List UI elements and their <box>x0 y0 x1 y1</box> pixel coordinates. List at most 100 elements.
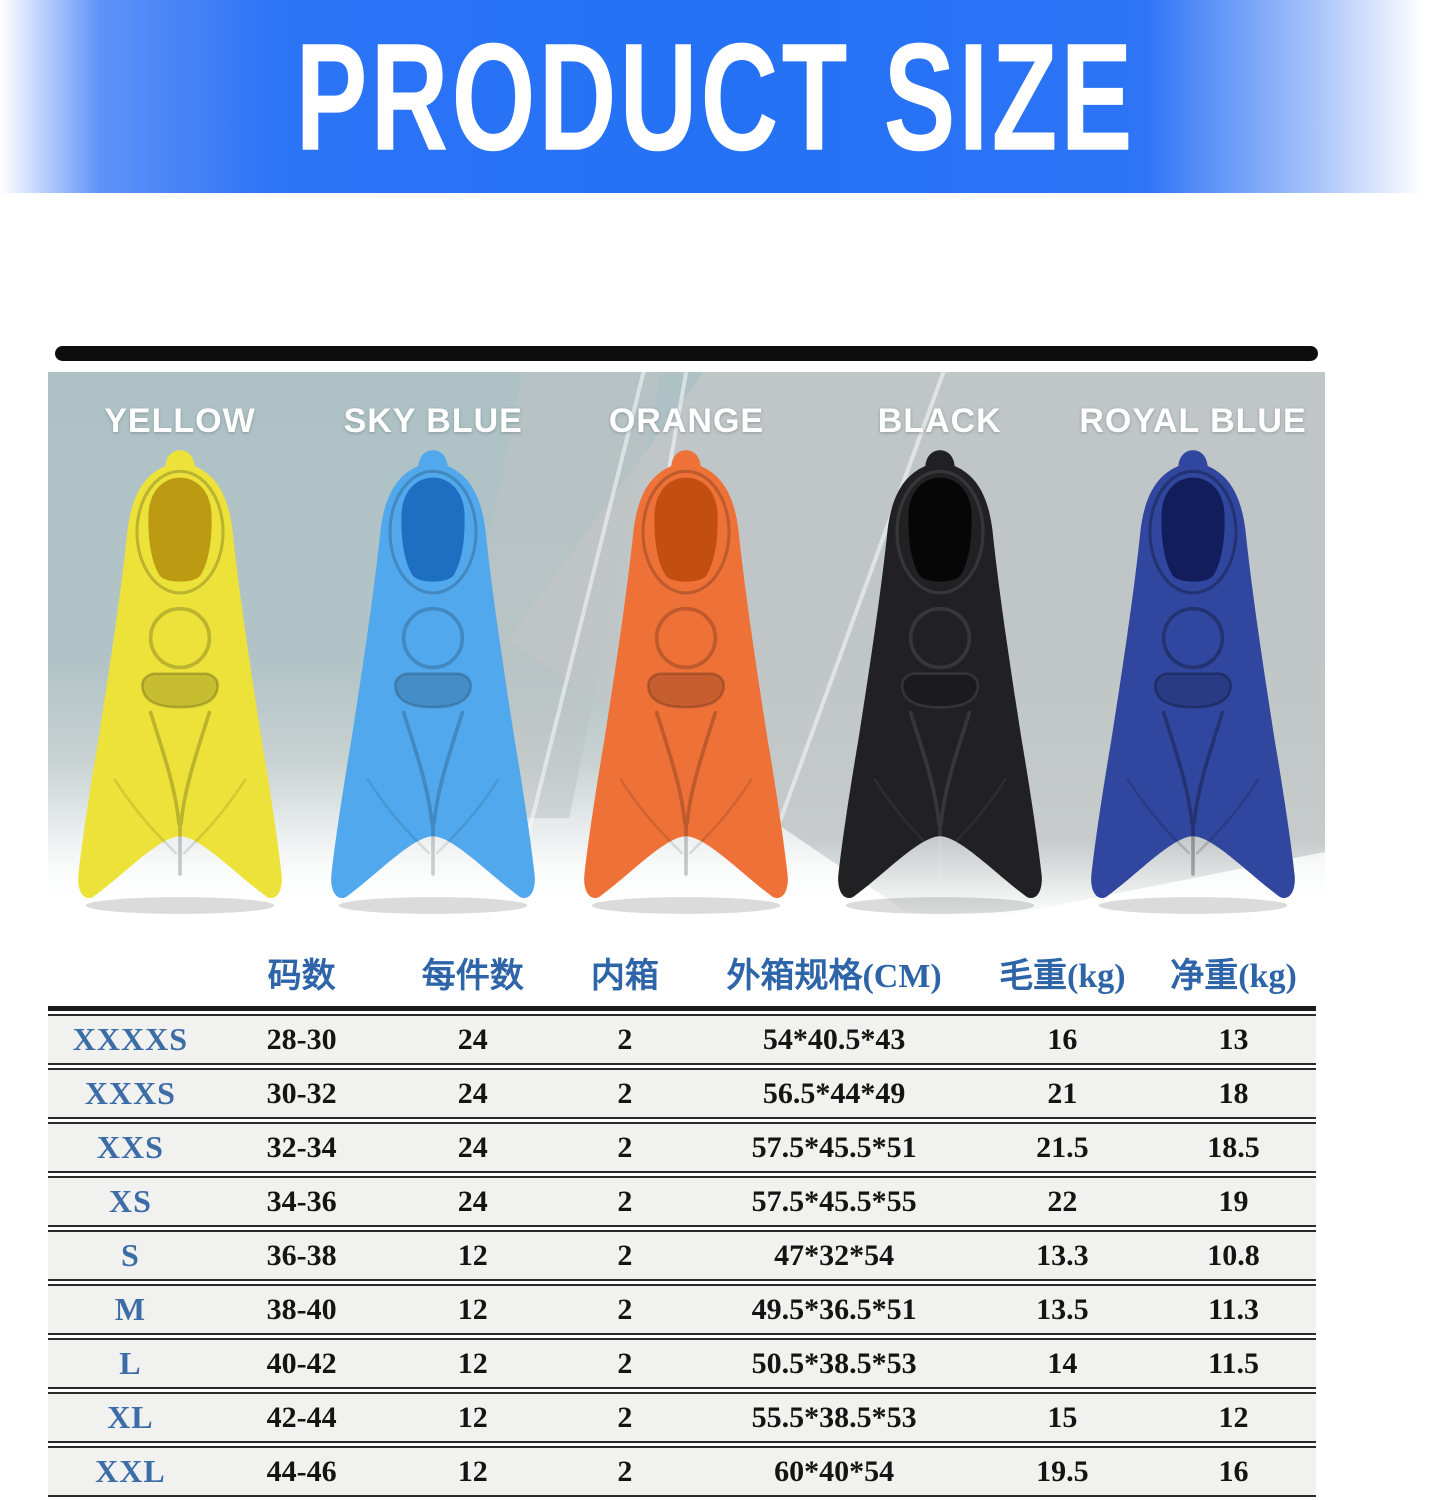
divider-bar <box>55 346 1318 361</box>
cell-outer-box-spec: 60*40*54 <box>774 1454 895 1488</box>
cell-pieces-per-item: 12 <box>457 1400 488 1434</box>
cell-outer-box-spec: 47*32*54 <box>774 1238 895 1272</box>
column-header-pcs: 每件数 <box>421 958 524 995</box>
cell-gross-weight: 16 <box>1047 1022 1078 1056</box>
cell-gross-weight: 14 <box>1047 1346 1078 1380</box>
table-row: XXXS 30-32 24 2 56.5*44*49 21 18 <box>48 1068 1316 1119</box>
cell-inner-box: 2 <box>617 1400 633 1434</box>
table-row: S 36-38 12 2 47*32*54 13.3 10.8 <box>48 1230 1316 1281</box>
cell-size-range: 36-38 <box>266 1238 337 1272</box>
swim-fin-illustration <box>331 450 536 914</box>
column-header-inner: 内箱 <box>590 958 659 995</box>
cell-outer-box-spec: 55.5*38.5*53 <box>751 1400 917 1434</box>
table-row: XXXXS 28-30 24 2 54*40.5*43 16 13 <box>48 1014 1316 1065</box>
cell-pieces-per-item: 12 <box>457 1238 488 1272</box>
product-photo: YELLOW SKY BLUE ORANGE <box>48 372 1325 930</box>
cell-size-range: 42-44 <box>266 1400 337 1434</box>
fin-color-label: ORANGE <box>608 402 765 440</box>
cell-pieces-per-item: 24 <box>457 1130 488 1164</box>
cell-gross-weight: 15 <box>1047 1400 1078 1434</box>
fin-variant: ORANGE <box>565 372 808 930</box>
size-label: XXL <box>95 1453 166 1489</box>
table-row: M 38-40 12 2 49.5*36.5*51 13.5 11.3 <box>48 1284 1316 1335</box>
cell-net-weight: 11.3 <box>1208 1292 1259 1326</box>
cell-inner-box: 2 <box>617 1130 633 1164</box>
cell-outer-box-spec: 49.5*36.5*51 <box>751 1292 917 1326</box>
cell-size-range: 34-36 <box>266 1184 337 1218</box>
size-table-body: XXXXS 28-30 24 2 54*40.5*43 16 13 XXXS 3… <box>48 1014 1316 1497</box>
cell-pieces-per-item: 12 <box>457 1454 488 1488</box>
fin-variant: SKY BLUE <box>312 372 555 930</box>
cell-size-range: 30-32 <box>266 1076 337 1110</box>
cell-size-range: 32-34 <box>266 1130 337 1164</box>
cell-gross-weight: 21.5 <box>1036 1130 1089 1164</box>
cell-inner-box: 2 <box>617 1076 633 1110</box>
fin-variant: ROYAL BLUE <box>1072 372 1315 930</box>
size-label: M <box>114 1291 147 1327</box>
fin-variant: YELLOW <box>59 372 302 930</box>
table-row: XXL 44-46 12 2 60*40*54 19.5 16 <box>48 1446 1316 1497</box>
column-header-outer: 外箱规格(CM) <box>726 958 942 995</box>
cell-net-weight: 16 <box>1218 1454 1249 1488</box>
cell-net-weight: 18 <box>1218 1076 1249 1110</box>
cell-outer-box-spec: 56.5*44*49 <box>762 1076 906 1110</box>
column-header-gross: 毛重(kg) <box>999 958 1126 995</box>
size-label: XXS <box>96 1129 164 1165</box>
swim-fin-illustration <box>837 450 1042 914</box>
size-table-header-row: 码数 每件数 内箱 外箱规格(CM) 毛重(kg) 净重(kg) <box>48 938 1316 1011</box>
cell-gross-weight: 13.5 <box>1036 1292 1089 1326</box>
table-row: L 40-42 12 2 50.5*38.5*53 14 11.5 <box>48 1338 1316 1389</box>
cell-net-weight: 13 <box>1218 1022 1249 1056</box>
cell-size-range: 44-46 <box>266 1454 337 1488</box>
table-row: XXS 32-34 24 2 57.5*45.5*51 21.5 18.5 <box>48 1122 1316 1173</box>
cell-pieces-per-item: 24 <box>457 1076 488 1110</box>
fin-color-label: YELLOW <box>104 402 256 440</box>
cell-inner-box: 2 <box>617 1292 633 1326</box>
cell-net-weight: 19 <box>1218 1184 1249 1218</box>
swim-fin-illustration <box>584 450 789 914</box>
cell-outer-box-spec: 50.5*38.5*53 <box>751 1346 917 1380</box>
cell-pieces-per-item: 12 <box>457 1346 488 1380</box>
size-label: L <box>119 1345 142 1381</box>
swim-fin-illustration <box>1091 450 1295 914</box>
cell-inner-box: 2 <box>617 1454 633 1488</box>
page-title: PRODUCT SIZE <box>295 10 1136 183</box>
cell-inner-box: 2 <box>617 1022 633 1056</box>
cell-inner-box: 2 <box>617 1184 633 1218</box>
fin-color-label: ROYAL BLUE <box>1079 402 1307 440</box>
column-header-range: 码数 <box>267 958 336 995</box>
cell-pieces-per-item: 12 <box>457 1292 488 1326</box>
cell-net-weight: 18.5 <box>1207 1130 1260 1164</box>
cell-size-range: 28-30 <box>266 1022 337 1056</box>
fin-color-label: SKY BLUE <box>343 402 523 440</box>
cell-outer-box-spec: 57.5*45.5*51 <box>751 1130 917 1164</box>
cell-net-weight: 11.5 <box>1208 1346 1259 1380</box>
size-label: XXXXS <box>72 1021 189 1057</box>
size-table: 码数 每件数 内箱 外箱规格(CM) 毛重(kg) 净重(kg) XXXXS 28-30 … <box>48 938 1316 1497</box>
cell-gross-weight: 19.5 <box>1036 1454 1089 1488</box>
fin-row: YELLOW SKY BLUE ORANGE <box>48 372 1325 930</box>
cell-gross-weight: 21 <box>1047 1076 1078 1110</box>
size-label: XXXS <box>84 1075 176 1111</box>
column-header-net: 净重(kg) <box>1170 958 1297 995</box>
size-label: XS <box>108 1183 152 1219</box>
cell-gross-weight: 13.3 <box>1036 1238 1089 1272</box>
cell-outer-box-spec: 54*40.5*43 <box>762 1022 906 1056</box>
size-label: XL <box>107 1399 154 1435</box>
table-row: XL 42-44 12 2 55.5*38.5*53 15 12 <box>48 1392 1316 1443</box>
cell-inner-box: 2 <box>617 1238 633 1272</box>
cell-outer-box-spec: 57.5*45.5*55 <box>751 1184 917 1218</box>
cell-size-range: 38-40 <box>266 1292 337 1326</box>
cell-net-weight: 10.8 <box>1207 1238 1260 1272</box>
cell-pieces-per-item: 24 <box>457 1184 488 1218</box>
table-row: XS 34-36 24 2 57.5*45.5*55 22 19 <box>48 1176 1316 1227</box>
cell-inner-box: 2 <box>617 1346 633 1380</box>
cell-net-weight: 12 <box>1218 1400 1249 1434</box>
swim-fin-illustration <box>78 450 282 914</box>
size-label: S <box>121 1237 140 1273</box>
fin-variant: BLACK <box>818 372 1061 930</box>
banner: PRODUCT SIZE <box>0 0 1431 193</box>
fin-color-label: BLACK <box>877 402 1002 440</box>
cell-pieces-per-item: 24 <box>457 1022 488 1056</box>
cell-gross-weight: 22 <box>1047 1184 1078 1218</box>
